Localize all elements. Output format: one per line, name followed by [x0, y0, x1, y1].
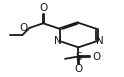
Text: N: N	[96, 36, 104, 46]
Text: O: O	[20, 22, 28, 32]
Text: O: O	[74, 64, 82, 74]
Text: O: O	[92, 52, 100, 62]
Text: O: O	[39, 3, 47, 13]
Text: S: S	[75, 52, 82, 62]
Text: N: N	[54, 36, 62, 46]
